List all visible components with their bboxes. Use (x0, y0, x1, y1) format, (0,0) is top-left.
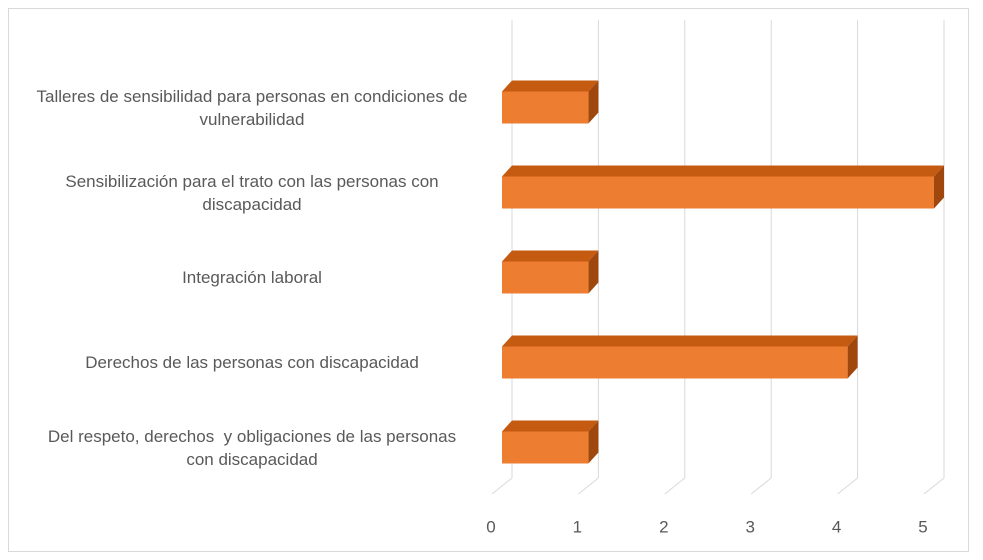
bar (502, 420, 599, 464)
floor-grid-line (578, 477, 599, 495)
bar-side (588, 80, 599, 124)
floor-grid-line (923, 477, 945, 495)
y-tick-label: Derechos de las personas con discapacida… (85, 353, 419, 372)
y-tick-label: Integración laboral (182, 268, 322, 287)
bar-side (588, 250, 599, 294)
x-tick-label: 3 (745, 517, 754, 536)
bar-front (502, 91, 589, 124)
x-tick-label: 0 (486, 517, 495, 536)
x-tick-label: 5 (918, 517, 927, 536)
bar-front (502, 261, 589, 294)
floor-grid-line (750, 477, 772, 495)
y-tick-label: Talleres de sensibilidad para personas e… (36, 86, 473, 129)
x-tick-label: 1 (573, 517, 582, 536)
bar-side (934, 165, 944, 209)
bar-top (502, 335, 858, 347)
bar (502, 335, 858, 379)
bar-top (502, 80, 599, 92)
y-tick-label: Sensibilización para el trato con las pe… (65, 171, 444, 214)
bar (502, 165, 944, 209)
floor-grid-line (837, 477, 858, 495)
floor-grid-line (491, 477, 513, 495)
bar-front (502, 176, 934, 209)
bar-front (502, 431, 589, 464)
floor-grid-line (664, 477, 686, 495)
bar (502, 250, 599, 294)
bar-side (847, 335, 858, 379)
x-tick-label: 4 (832, 517, 841, 536)
bar (502, 80, 599, 124)
bar-top (502, 250, 599, 262)
chart-border (8, 8, 969, 552)
y-tick-label: Del respeto, derechos y obligaciones de … (47, 426, 461, 469)
bar-top (502, 420, 599, 432)
bar-side (588, 420, 599, 464)
bar-front (502, 346, 848, 379)
x-tick-label: 2 (659, 517, 668, 536)
bar-top (502, 165, 944, 177)
